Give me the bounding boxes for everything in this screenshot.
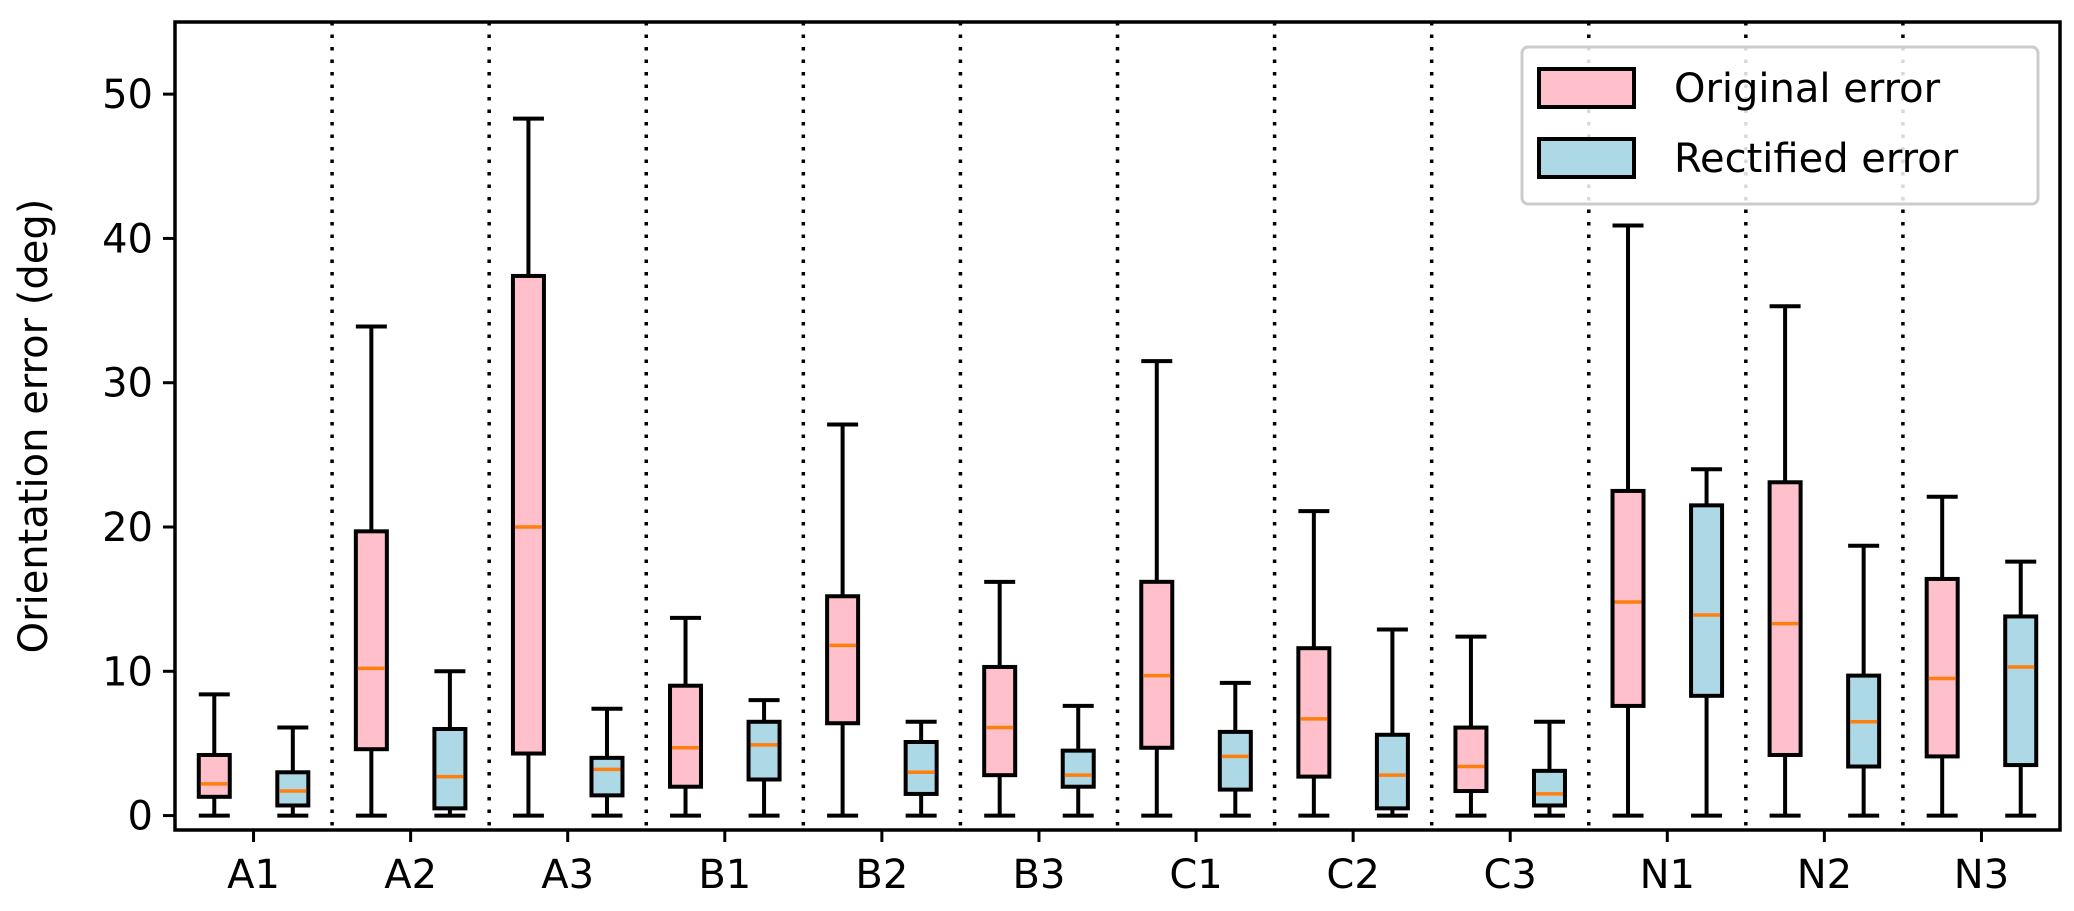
x-tick-label-c3: C3 — [1484, 852, 1537, 898]
y-tick-label-30: 30 — [102, 361, 153, 407]
y-tick-label-40: 40 — [102, 216, 153, 262]
axes: 0 10 20 30 40 50 A1 A2 A3 B1 B2 B3 C1 C2 C3 N1 N2 N3 — [102, 20, 2062, 898]
x-tick-label-b3: B3 — [1013, 852, 1066, 898]
rectified-error-n3-box — [2003, 614, 2039, 768]
y-tick-label-0: 0 — [128, 794, 153, 840]
rectified-error-a2-box — [432, 727, 468, 811]
rectified-error-c1-box — [1217, 729, 1253, 792]
rectified-error-c2-box — [1374, 732, 1410, 811]
y-tick-label-20: 20 — [102, 505, 153, 551]
original-error-c1-box — [1139, 579, 1175, 750]
rectified-error-b1-box — [746, 719, 782, 782]
original-error-n1-box — [1610, 488, 1646, 708]
original-error-b1-box — [668, 683, 704, 789]
x-tick-label-n3: N3 — [1954, 852, 2009, 898]
y-tick-label-10: 10 — [102, 649, 153, 695]
x-tick-label-a3: A3 — [541, 852, 594, 898]
x-tick-label-a2: A2 — [384, 852, 437, 898]
original-error-n3-box — [1924, 576, 1960, 759]
plot-frame — [173, 20, 2062, 832]
legend-frame — [1520, 45, 2040, 206]
legend-swatch-original-error — [1537, 67, 1636, 109]
y-tick-label-50: 50 — [102, 72, 153, 118]
original-error-a2-box — [353, 529, 389, 752]
rectified-error-c3-box — [1531, 768, 1567, 808]
legend-swatch-rectified-error — [1537, 137, 1636, 179]
rectified-error-n1-box — [1689, 503, 1725, 698]
x-tick-label-b1: B1 — [698, 852, 751, 898]
original-error-b3-box — [982, 664, 1018, 778]
rectified-error-b2-box — [903, 739, 939, 796]
rectified-error-a1-box — [275, 770, 311, 808]
original-error-a3-box — [510, 273, 546, 756]
legend-label-original-error: Original error — [1674, 66, 1941, 112]
x-tick-label-b2: B2 — [855, 852, 908, 898]
x-tick-label-c2: C2 — [1326, 852, 1379, 898]
rectified-error-a3-box — [589, 755, 625, 798]
legend-label-rectified-error: Rectified error — [1674, 136, 1959, 182]
original-error-a1-box — [196, 752, 232, 799]
original-error-c2-box — [1296, 646, 1332, 779]
x-tick-label-n1: N1 — [1640, 852, 1695, 898]
legend: Original error Rectified error — [1520, 45, 2040, 206]
rectified-error-b3-box — [1060, 748, 1096, 789]
x-tick-label-c1: C1 — [1169, 852, 1222, 898]
y-axis-label: Orientation error (deg) — [11, 199, 57, 654]
x-tick-label-a1: A1 — [227, 852, 280, 898]
original-error-c3-box — [1453, 725, 1489, 794]
original-error-b2-box — [825, 594, 861, 726]
original-error-n2-box — [1767, 480, 1803, 757]
x-tick-label-n2: N2 — [1797, 852, 1852, 898]
box-series — [196, 116, 2039, 818]
